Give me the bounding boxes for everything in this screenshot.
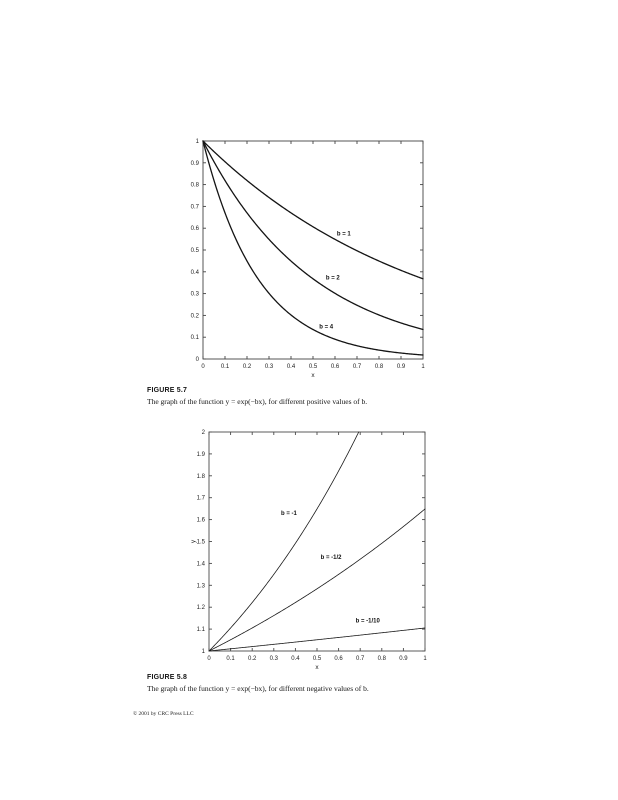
curve-b-1-2 [208, 508, 426, 652]
curve-label: b = 2 [326, 275, 341, 281]
y-tick-label: 2 [202, 430, 206, 436]
y-tick-label: 1.2 [197, 605, 206, 611]
x-tick-label: 0.2 [248, 656, 257, 662]
curve-label: b = -1/2 [321, 555, 343, 561]
x-tick-label: 0.1 [221, 364, 230, 370]
curve-label: b = 4 [319, 324, 334, 330]
y-tick-label: 1 [202, 649, 206, 655]
plot-box [202, 140, 424, 360]
x-tick-label: 0.3 [270, 656, 279, 662]
figure-5.8-plot: 0 0.1 0.2 0.3 0.4 0.5 0.6 0.7 0.8 0.9 1 1 1.1 1.2 1.3 1… [190, 430, 427, 671]
x-tick-label: 0.6 [331, 364, 340, 370]
y-tick-label: 1.4 [197, 561, 206, 567]
x-tick-label: 0.6 [334, 656, 343, 662]
curve-b-1 [208, 431, 360, 652]
y-tick-label: 0.5 [191, 248, 200, 254]
curve-label: b = -1 [281, 511, 298, 517]
y-tick-label: 0 [196, 357, 200, 363]
y-tick-label: 0.1 [191, 335, 200, 341]
y-tick-label: 1 [196, 139, 200, 145]
x-tick-label: 0.7 [353, 364, 362, 370]
curve-label: b = 1 [337, 232, 352, 238]
figure-5-8-caption-title: FIGURE 5.8 [147, 674, 188, 681]
x-tick-label: 0.9 [399, 656, 408, 662]
y-tick-label: 1.3 [197, 583, 206, 589]
plot-box [208, 431, 426, 652]
x-tick-label: 0.9 [397, 364, 406, 370]
x-axis-label: x [315, 664, 319, 671]
y-tick-label: 0.7 [191, 204, 200, 210]
x-tick-label: 0.7 [356, 656, 365, 662]
x-tick-label: 0 [201, 364, 205, 370]
figure-5-7-caption: FIGURE 5.7 The graph of the function y =… [147, 387, 587, 406]
y-tick-label: 0.9 [191, 161, 200, 167]
curve-b-1-10 [208, 627, 426, 652]
figure-5-7-caption-text: The graph of the function y = exp(−bx), … [147, 396, 368, 406]
y-tick-label: 1.7 [197, 496, 206, 502]
y-tick-label: 0.2 [191, 313, 200, 319]
x-tick-label: 0.3 [265, 364, 274, 370]
curve-label: b = -1/10 [356, 618, 381, 624]
x-tick-label: 0.2 [243, 364, 252, 370]
x-tick-label: 0.8 [378, 656, 387, 662]
copyright-notice: © 2001 by CRC Press LLC [133, 711, 194, 717]
curve-b-2 [202, 140, 424, 331]
y-axis-label: y [190, 539, 197, 543]
y-tick-label: 1.9 [197, 452, 206, 458]
y-tick-label: 1.8 [197, 474, 206, 480]
figure-5.7-plot: 0 0.1 0.2 0.3 0.4 0.5 0.6 0.7 0.8 0.9 1 0 0.1 0.2 0.3 0… [191, 139, 426, 379]
curve-b-1 [202, 140, 424, 280]
x-tick-label: 0.1 [226, 656, 235, 662]
y-tick-label: 1.1 [197, 627, 206, 633]
y-tick-label: 1.6 [197, 518, 206, 524]
figure-5-8-caption-text: The graph of the function y = exp(−bx), … [147, 683, 369, 693]
x-axis-label: x [311, 372, 315, 379]
y-tick-label: 0.8 [191, 183, 200, 189]
figure-5-7-caption-title: FIGURE 5.7 [147, 387, 188, 394]
x-tick-label: 0 [207, 656, 211, 662]
curve-b-4 [202, 140, 424, 356]
x-tick-label: 1 [421, 364, 425, 370]
x-tick-label: 0.5 [309, 364, 318, 370]
x-tick-label: 0.4 [291, 656, 300, 662]
y-tick-label: 0.3 [191, 292, 200, 298]
y-tick-label: 0.4 [191, 270, 200, 276]
y-tick-label: 0.6 [191, 226, 200, 232]
y-tick-label: 1.5 [197, 540, 206, 546]
x-tick-label: 0.4 [287, 364, 296, 370]
x-tick-label: 0.5 [313, 656, 322, 662]
x-tick-label: 0.8 [375, 364, 384, 370]
figure-5-8-caption: FIGURE 5.8 The graph of the function y =… [147, 674, 587, 693]
x-tick-label: 1 [423, 656, 427, 662]
